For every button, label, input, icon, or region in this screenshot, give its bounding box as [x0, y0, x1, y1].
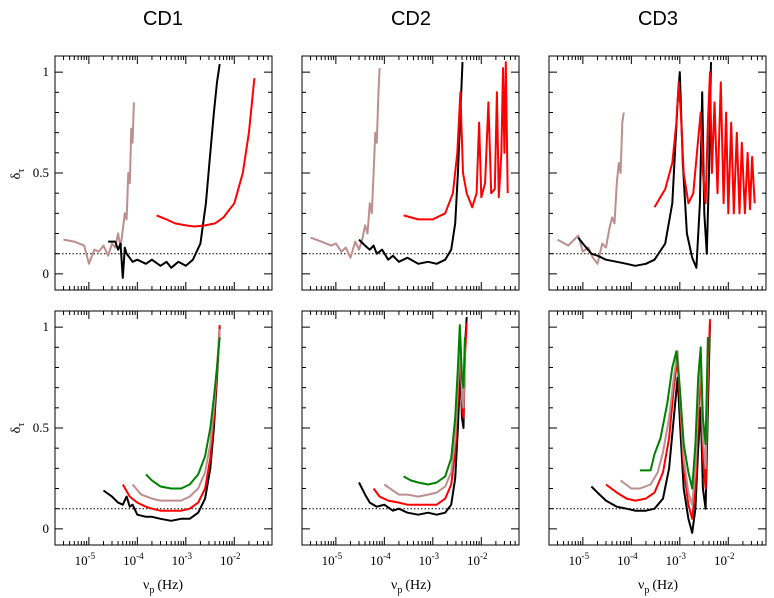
series-line-3	[639, 337, 709, 490]
y-tick-label: 0	[43, 266, 50, 281]
x-axis-label-subscript: p	[149, 585, 154, 596]
series-line-1	[358, 62, 464, 265]
x-tick-label-base: 10	[419, 553, 432, 568]
y-axis-label-symbol: δ	[9, 172, 24, 179]
plot-frame	[301, 310, 520, 546]
series-line-2	[653, 71, 756, 215]
column-title-cd2: CD2	[391, 8, 431, 30]
x-tick-label-base: 10	[569, 553, 582, 568]
y-axis-label-top: δτ	[9, 169, 27, 180]
x-tick-label-base: 10	[666, 553, 679, 568]
x-tick-label-exponent: -3	[679, 551, 687, 561]
series-line-2	[156, 78, 256, 228]
x-tick-label: 10-2	[467, 551, 488, 568]
x-axis-label-cd1: νp (Hz)	[143, 578, 183, 596]
series-line-3	[403, 324, 466, 486]
x-tick-label: 10-5	[322, 551, 343, 568]
x-tick-label-base: 10	[75, 553, 88, 568]
series-line-2	[619, 350, 709, 506]
series-group	[358, 317, 468, 516]
panel-CD3-bottom: 10-5 10-4 10-3 10-2	[548, 310, 767, 568]
series-line-1	[577, 62, 712, 269]
column-title-cd3: CD3	[638, 8, 678, 30]
series-group	[557, 62, 756, 269]
series-line-3	[145, 337, 221, 490]
y-axis-label-subscript: τ	[16, 423, 27, 427]
series-line-1	[108, 63, 221, 279]
x-tick-label-exponent: -2	[233, 551, 241, 561]
x-tick-label-base: 10	[322, 553, 335, 568]
x-tick-label: 10-5	[569, 551, 590, 568]
x-tick-label-exponent: -2	[480, 551, 488, 561]
x-tick-label-base: 10	[370, 553, 383, 568]
panel-CD2-bottom: 10-5 10-4 10-3 10-2	[301, 310, 520, 568]
x-tick-label-exponent: -3	[185, 551, 193, 561]
x-tick-label-exponent: -4	[383, 551, 391, 561]
series-line-1	[372, 323, 468, 506]
x-tick-label: 10-5	[75, 551, 96, 568]
x-tick-label-base: 10	[617, 553, 630, 568]
series-group	[63, 63, 256, 279]
y-tick-label: 0.5	[33, 420, 49, 435]
series-line-1	[121, 325, 221, 512]
y-tick-label: 0	[43, 521, 50, 536]
x-axis-label-unit: (Hz)	[405, 578, 431, 593]
panel-CD1-top: 00.51	[33, 55, 273, 291]
x-tick-label: 10-2	[714, 551, 735, 568]
x-axis-label-symbol: ν	[638, 578, 644, 593]
y-axis-label-bottom: δτ	[9, 423, 27, 434]
x-tick-label-base: 10	[467, 553, 480, 568]
x-tick-label-exponent: -3	[432, 551, 440, 561]
series-line-0	[557, 112, 625, 265]
x-tick-label: 10-4	[370, 551, 391, 568]
panel-CD2-top	[301, 55, 520, 291]
x-axis-label-symbol: ν	[143, 578, 149, 593]
x-axis-label-cd2: νp (Hz)	[391, 578, 431, 596]
series-line-0	[63, 102, 135, 265]
x-axis-label-subscript: p	[644, 585, 649, 596]
x-tick-label: 10-3	[666, 551, 687, 568]
panel-CD3-top	[548, 55, 767, 291]
x-tick-label-base: 10	[714, 553, 727, 568]
x-tick-label-exponent: -2	[727, 551, 735, 561]
x-tick-label-base: 10	[172, 553, 185, 568]
x-tick-label-exponent: -4	[136, 551, 144, 561]
y-axis-label-symbol: δ	[9, 426, 24, 433]
series-line-2	[131, 329, 221, 502]
series-group	[102, 325, 221, 522]
x-axis-label-unit: (Hz)	[157, 578, 183, 593]
series-line-2	[403, 61, 509, 221]
x-tick-label: 10-3	[419, 551, 440, 568]
x-axis-label-unit: (Hz)	[652, 578, 678, 593]
x-tick-label-base: 10	[123, 553, 136, 568]
y-tick-label: 0.5	[33, 165, 49, 180]
x-axis-label-symbol: ν	[391, 578, 397, 593]
x-axis-label-cd3: νp (Hz)	[638, 578, 678, 596]
series-group	[310, 61, 509, 265]
series-line-0	[102, 327, 221, 522]
x-tick-label: 10-2	[220, 551, 241, 568]
x-tick-label: 10-4	[617, 551, 638, 568]
x-axis-label-subscript: p	[397, 585, 402, 596]
y-tick-label: 1	[43, 319, 50, 334]
plot-frame	[548, 310, 767, 546]
x-tick-label-exponent: -5	[582, 551, 590, 561]
x-tick-label-exponent: -5	[335, 551, 343, 561]
x-tick-label-exponent: -5	[88, 551, 96, 561]
series-group	[590, 319, 711, 534]
y-axis-label-subscript: τ	[16, 169, 27, 173]
y-tick-label: 1	[43, 64, 50, 79]
column-title-cd1: CD1	[143, 8, 183, 30]
x-tick-label-exponent: -4	[630, 551, 638, 561]
x-tick-label-base: 10	[220, 553, 233, 568]
x-tick-label: 10-4	[123, 551, 144, 568]
series-line-0	[310, 68, 381, 259]
x-tick-label: 10-3	[172, 551, 193, 568]
